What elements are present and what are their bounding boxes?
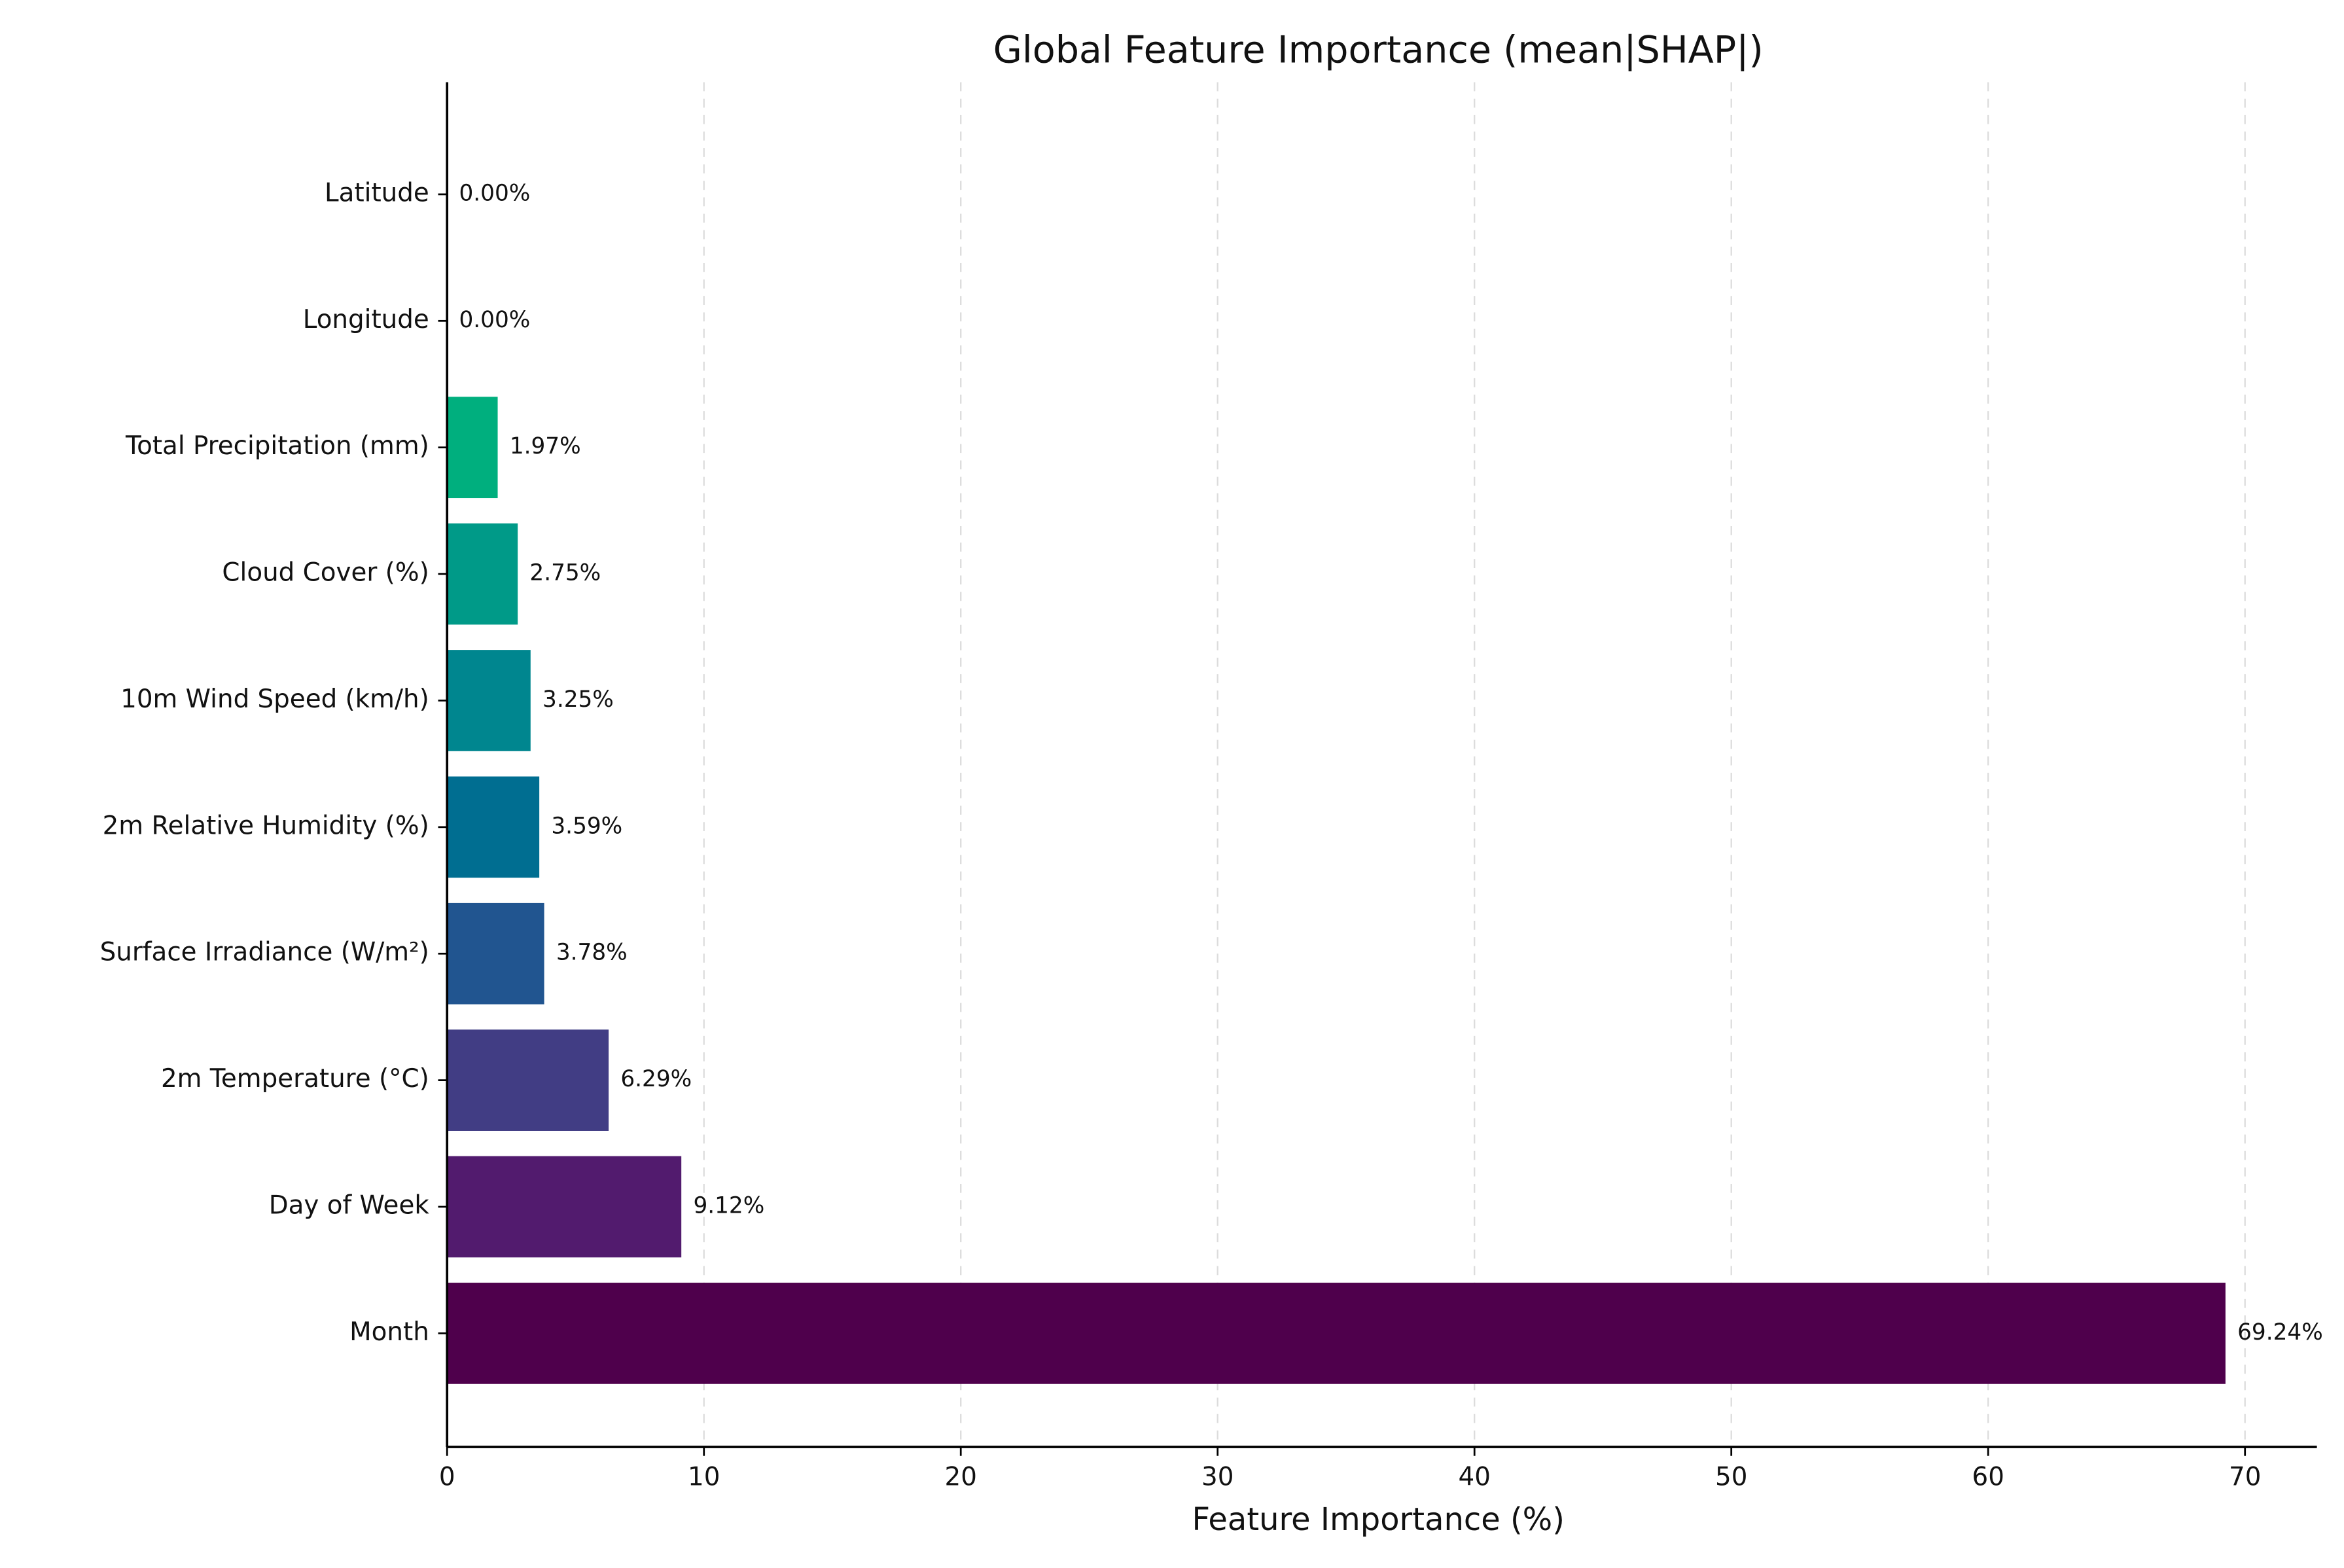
data-label: 9.12% bbox=[693, 1193, 764, 1219]
bar bbox=[447, 776, 540, 878]
y-tick-label: Day of Week bbox=[269, 1191, 430, 1221]
x-tick-label: 70 bbox=[2229, 1462, 2261, 1491]
y-tick-label: Cloud Cover (%) bbox=[222, 558, 429, 588]
bar bbox=[447, 1156, 682, 1258]
chart-title: Global Feature Importance (mean|SHAP|) bbox=[993, 29, 1764, 72]
x-tick-label: 60 bbox=[1972, 1462, 2004, 1491]
data-label: 3.78% bbox=[556, 940, 628, 966]
x-tick-label: 0 bbox=[439, 1462, 455, 1491]
bar bbox=[447, 1283, 2226, 1384]
x-tick-label: 50 bbox=[1715, 1462, 1747, 1491]
x-tick-label: 10 bbox=[688, 1462, 720, 1491]
bar bbox=[447, 650, 531, 751]
data-label: 0.00% bbox=[459, 307, 530, 333]
bar bbox=[447, 1029, 609, 1131]
data-label: 3.25% bbox=[542, 686, 614, 713]
bar bbox=[447, 523, 518, 625]
x-tick-label: 30 bbox=[1201, 1462, 1234, 1491]
x-axis-label: Feature Importance (%) bbox=[1192, 1501, 1564, 1538]
y-tick-label: Latitude bbox=[325, 178, 429, 207]
data-label: 2.75% bbox=[529, 560, 601, 586]
y-tick-label: 2m Relative Humidity (%) bbox=[103, 811, 429, 840]
y-tick-label: 2m Temperature (°C) bbox=[161, 1064, 429, 1094]
bar bbox=[447, 397, 498, 499]
data-label: 3.59% bbox=[551, 813, 622, 839]
y-tick-label: 10m Wind Speed (km/h) bbox=[120, 685, 429, 714]
y-tick-label: Longitude bbox=[303, 305, 429, 334]
data-label: 0.00% bbox=[459, 180, 530, 206]
y-tick-label: Month bbox=[349, 1317, 429, 1347]
data-label: 6.29% bbox=[620, 1066, 692, 1092]
bar bbox=[447, 902, 544, 1005]
x-tick-label: 20 bbox=[945, 1462, 977, 1491]
data-label: 1.97% bbox=[510, 433, 581, 459]
data-label: 69.24% bbox=[2237, 1319, 2323, 1345]
x-tick-label: 40 bbox=[1459, 1462, 1491, 1491]
y-tick-label: Total Precipitation (mm) bbox=[125, 431, 429, 461]
y-tick-label: Surface Irradiance (W/m²) bbox=[100, 938, 429, 967]
